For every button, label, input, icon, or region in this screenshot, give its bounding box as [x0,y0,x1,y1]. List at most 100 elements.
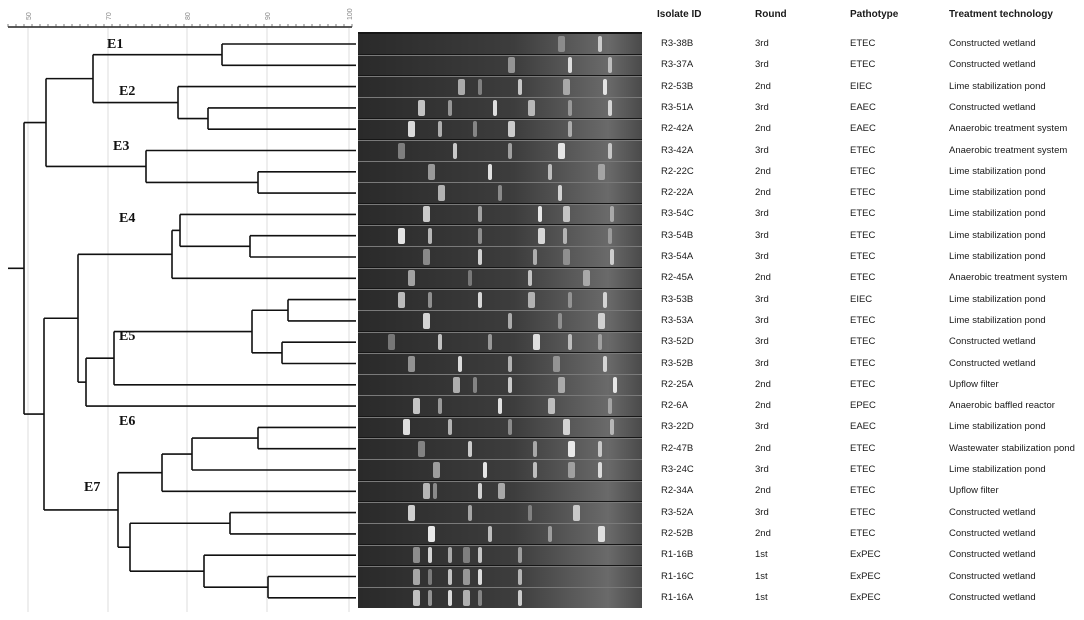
gel-band [428,547,432,564]
gel-band [458,78,465,95]
gel-band [423,312,430,329]
scale-tick-label: 70 [106,12,113,20]
scale-tick-label: 80 [185,12,192,20]
gel-band [568,57,572,74]
isolate-id: R3-22D [661,421,694,433]
gel-lane-background [358,34,642,54]
gel-band [558,376,565,393]
gel-band [448,547,452,564]
gel-lane-separator [358,310,642,312]
gel-band [598,525,605,542]
gel-lane [358,204,642,225]
gel-band [413,547,420,564]
treatment-value: Constructed wetland [949,38,1036,49]
round-value: 3rd [755,421,769,433]
treatment-value: Wastewater stabilization pond [949,442,1075,454]
round-value: 1st [755,591,768,603]
gel-band [548,398,555,415]
gel-band [448,99,452,116]
gel-lane [358,34,642,54]
gel-band [608,227,612,244]
gel-band [463,589,470,606]
gel-band [533,334,540,351]
gel-band [423,249,430,265]
gel-lane [358,225,642,246]
gel-lane-separator [358,438,642,439]
gel-band [468,504,472,521]
gel-band [428,291,432,308]
gel-band [558,312,562,329]
gel-band [423,206,430,223]
gel-lane [358,289,642,310]
gel-band [418,440,425,457]
gel-lane-background [358,587,642,608]
pathotype-value: ETEC [850,314,876,326]
header-treatment-technology: Treatment technology [949,9,1053,20]
gel-lane-background [358,140,642,161]
gel-lane-background [358,353,642,374]
gel-band [610,249,614,265]
isolate-id: R2-22C [661,165,694,177]
round-value: 3rd [755,506,769,518]
gel-band [538,206,542,223]
gel-band [563,419,570,436]
treatment-value: Lime stabilization pond [949,187,1046,199]
gel-band [573,504,580,521]
treatment-value: Constructed wetland [949,591,1036,603]
gel-band [478,589,482,606]
gel-lane-separator [358,331,642,333]
treatment-value: Constructed wetland [949,506,1036,518]
isolate-id: R3-54C [661,208,694,220]
pathotype-value: ETEC [850,59,876,71]
isolate-id: R2-22A [661,187,694,199]
pathotype-value: ETEC [850,506,876,518]
gel-band [508,376,512,393]
isolate-id: R3-53A [661,314,694,326]
gel-band [608,57,612,74]
gel-band [558,142,565,159]
cluster-label-e4: E4 [119,211,135,226]
treatment-value: Constructed wetland [949,101,1036,113]
pathotype-value: ETEC [850,144,876,156]
gel-lane-separator [358,203,642,205]
gel-lane-separator [358,54,642,56]
gel-band [433,483,437,500]
gel-band [428,525,435,542]
treatment-value: Constructed wetland [949,549,1036,561]
treatment-value: Constructed wetland [949,336,1036,348]
gel-lane [358,523,642,544]
isolate-id: R1-16C [661,570,694,582]
tree-branches [8,43,356,599]
isolate-id: R3-54A [661,251,694,262]
gel-lane-separator [358,246,642,248]
gel-lane-separator [358,267,642,269]
pathotype-value: EIEC [850,293,873,305]
scale-tick-label: 90 [265,12,272,20]
gel-lane-separator [358,523,642,525]
gel-band [508,312,512,329]
treatment-value: Lime stabilization pond [949,464,1046,475]
gel-band [508,355,512,372]
treatment-value: Constructed wetland [949,357,1036,369]
gel-band [408,121,415,138]
round-value: 3rd [755,314,769,326]
gel-lane-background [358,97,642,118]
treatment-value: Lime stabilization pond [949,229,1046,241]
gel-band [538,227,545,244]
gel-lane [358,438,642,459]
gel-band [473,376,477,393]
pathotype-value: ETEC [850,187,876,199]
gel-band [398,291,405,308]
gel-band [388,334,395,351]
gel-band [478,78,482,95]
gel-band [558,185,562,202]
gel-band [558,36,565,52]
gel-lane-separator [358,565,642,567]
gel-lane-background [358,183,642,204]
round-value: 3rd [755,357,769,369]
pathotype-value: EPEC [850,400,876,412]
gel-band [518,78,522,95]
gel-lane-background [358,268,642,289]
round-value: 2nd [755,272,771,284]
